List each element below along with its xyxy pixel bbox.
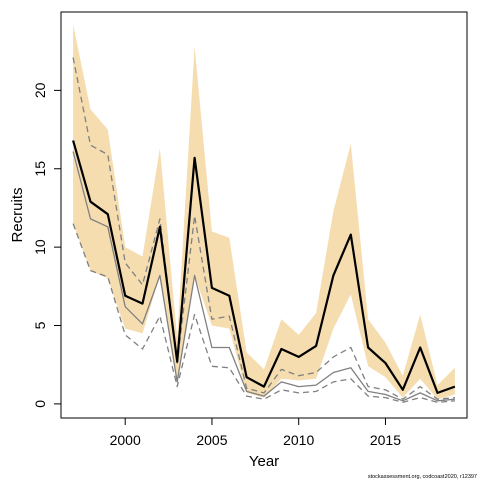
confidence-band-layer — [73, 24, 455, 400]
series-line-estimate — [72, 140, 456, 394]
x-axis: 2000 2005 2010 2015 — [110, 417, 401, 448]
y-axis-label: Recruits — [9, 187, 26, 242]
x-tick-label: 2015 — [370, 432, 401, 448]
source-credit: stockassessment.org, codcoast2020, r1239… — [368, 474, 477, 480]
y-tick-label: 20 — [32, 82, 48, 98]
series-line-comparison — [72, 151, 455, 402]
x-tick-label: 2010 — [283, 432, 314, 448]
plot-frame — [60, 11, 468, 419]
x-tick-label: 2005 — [196, 432, 227, 448]
y-tick-label: 15 — [32, 161, 48, 177]
series-line-comparison-lower — [72, 223, 455, 403]
y-tick-label: 5 — [32, 321, 48, 329]
series-line-comparison-upper — [72, 57, 455, 400]
y-tick-label: 10 — [32, 239, 48, 255]
x-axis-label: Year — [249, 453, 279, 470]
y-axis: 0 5 10 15 20 — [32, 82, 62, 408]
x-tick-label: 2000 — [110, 432, 141, 448]
y-tick-label: 0 — [32, 400, 48, 408]
confidence-band — [73, 24, 455, 400]
series-layer — [72, 57, 456, 403]
